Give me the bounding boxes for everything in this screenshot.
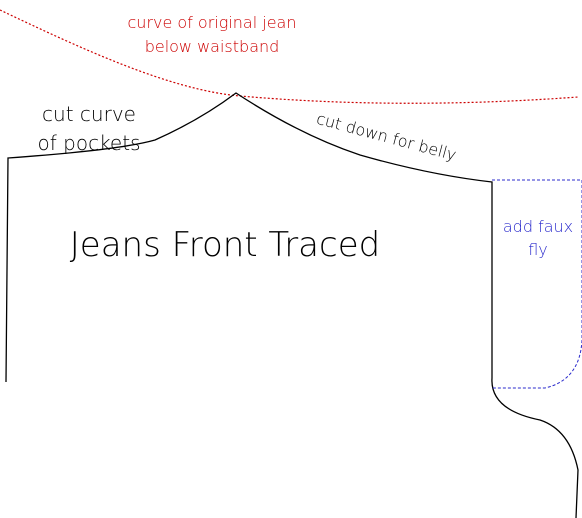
main-title: Jeans Front Traced <box>70 225 380 265</box>
faux-fly-label-line2: fly <box>528 240 548 259</box>
pockets-label-line1: cut curve <box>42 102 136 126</box>
belly-label: cut down for belly <box>314 109 458 165</box>
faux-fly-outline <box>492 179 582 389</box>
original-curve-label-line2: below waistband <box>145 37 280 56</box>
faux-fly-label-line1: add faux <box>503 217 573 236</box>
original-curve-label-line1: curve of original jean <box>128 13 297 32</box>
pattern-outline <box>5 92 579 518</box>
pockets-label-line2: of pockets <box>38 131 141 155</box>
